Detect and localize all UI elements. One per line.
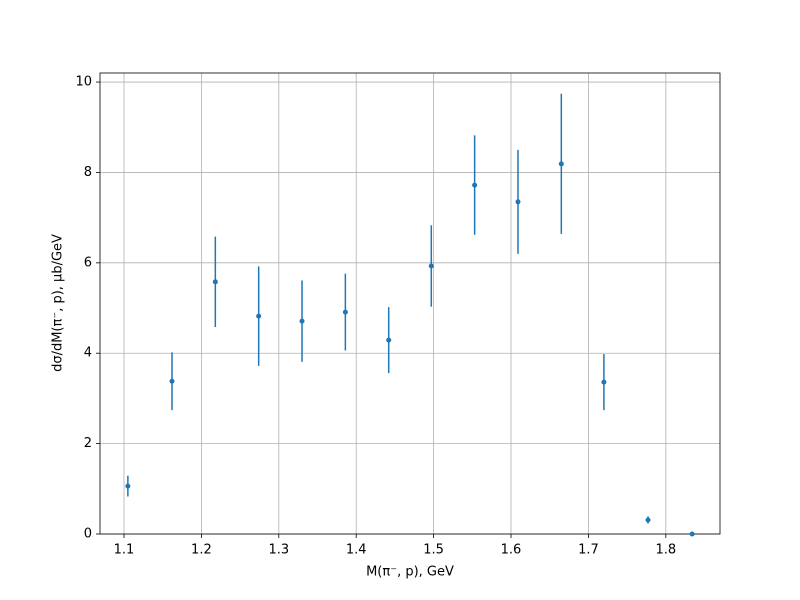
- point: [256, 313, 262, 319]
- plot-frame: [99, 72, 721, 535]
- x-tick-label: 1.1: [114, 543, 135, 558]
- y-tick-label: 0: [84, 527, 92, 542]
- x-tick-label: 1.6: [501, 543, 522, 558]
- y-tick-label: 4: [84, 346, 92, 361]
- point: [299, 318, 305, 324]
- y-tick-label: 2: [84, 436, 92, 451]
- point: [689, 531, 695, 537]
- x-tick-label: 1.8: [655, 543, 676, 558]
- point: [428, 263, 434, 269]
- y-axis-label: dσ/dM(π⁻, p), µb/GeV: [51, 234, 66, 372]
- x-tick-label: 1.4: [346, 543, 367, 558]
- y-tick-label: 6: [84, 255, 92, 270]
- point: [125, 483, 131, 489]
- point: [601, 379, 607, 385]
- point: [169, 378, 175, 384]
- point: [386, 337, 392, 343]
- point: [212, 279, 218, 285]
- y-tick-label: 10: [75, 75, 92, 90]
- x-tick-label: 1.5: [423, 543, 444, 558]
- point: [472, 182, 478, 188]
- y-tick-label: 8: [84, 165, 92, 180]
- point: [342, 309, 348, 315]
- x-tick-label: 1.2: [191, 543, 212, 558]
- x-tick-label: 1.7: [578, 543, 599, 558]
- point: [515, 199, 521, 205]
- x-axis-label: M(π⁻, p), GeV: [366, 565, 454, 580]
- point: [558, 161, 564, 167]
- point: [645, 517, 651, 523]
- x-tick-label: 1.3: [268, 543, 289, 558]
